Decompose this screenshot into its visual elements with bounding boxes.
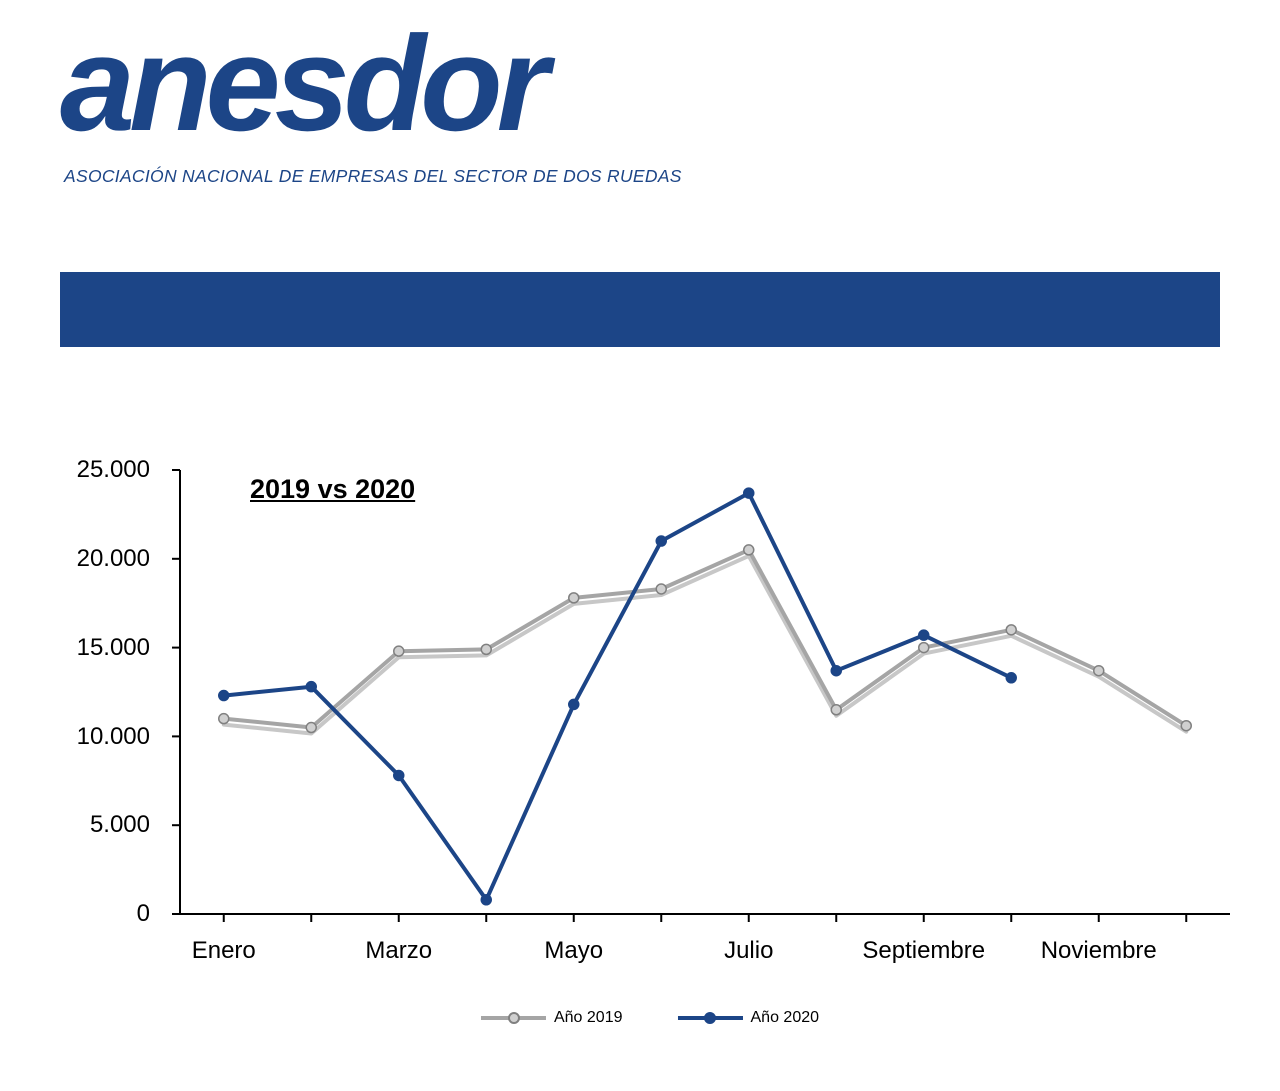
logo-tagline: ASOCIACIÓN NACIONAL DE EMPRESAS DEL SECT… xyxy=(64,166,1220,187)
legend-swatch-2020 xyxy=(678,1011,743,1025)
legend-label-2019: Año 2019 xyxy=(554,1009,623,1027)
y-tick-label: 15.000 xyxy=(60,634,150,662)
x-tick-label: Julio xyxy=(724,937,773,965)
y-tick-label: 5.000 xyxy=(60,811,150,839)
header-blue-bar xyxy=(60,272,1220,347)
y-tick-label: 25.000 xyxy=(60,456,150,484)
y-tick-label: 20.000 xyxy=(60,545,150,573)
logo-wordmark: anesdor xyxy=(60,20,1220,148)
x-tick-label: Marzo xyxy=(365,937,432,965)
x-tick-label: Mayo xyxy=(544,937,603,965)
chart-legend: Año 2019 Año 2020 xyxy=(481,1009,819,1027)
line-chart: 2019 vs 2020 05.00010.00015.00020.00025.… xyxy=(60,462,1240,1022)
y-tick-label: 10.000 xyxy=(60,723,150,751)
logo-block: anesdor ASOCIACIÓN NACIONAL DE EMPRESAS … xyxy=(0,0,1280,197)
chart-plot-area xyxy=(170,462,1230,922)
legend-label-2020: Año 2020 xyxy=(751,1009,820,1027)
legend-item-2020: Año 2020 xyxy=(678,1009,820,1027)
x-tick-label: Enero xyxy=(192,937,256,965)
x-tick-label: Noviembre xyxy=(1041,937,1157,965)
legend-item-2019: Año 2019 xyxy=(481,1009,623,1027)
y-tick-label: 0 xyxy=(60,900,150,928)
legend-swatch-2019 xyxy=(481,1011,546,1025)
x-tick-label: Septiembre xyxy=(862,937,985,965)
